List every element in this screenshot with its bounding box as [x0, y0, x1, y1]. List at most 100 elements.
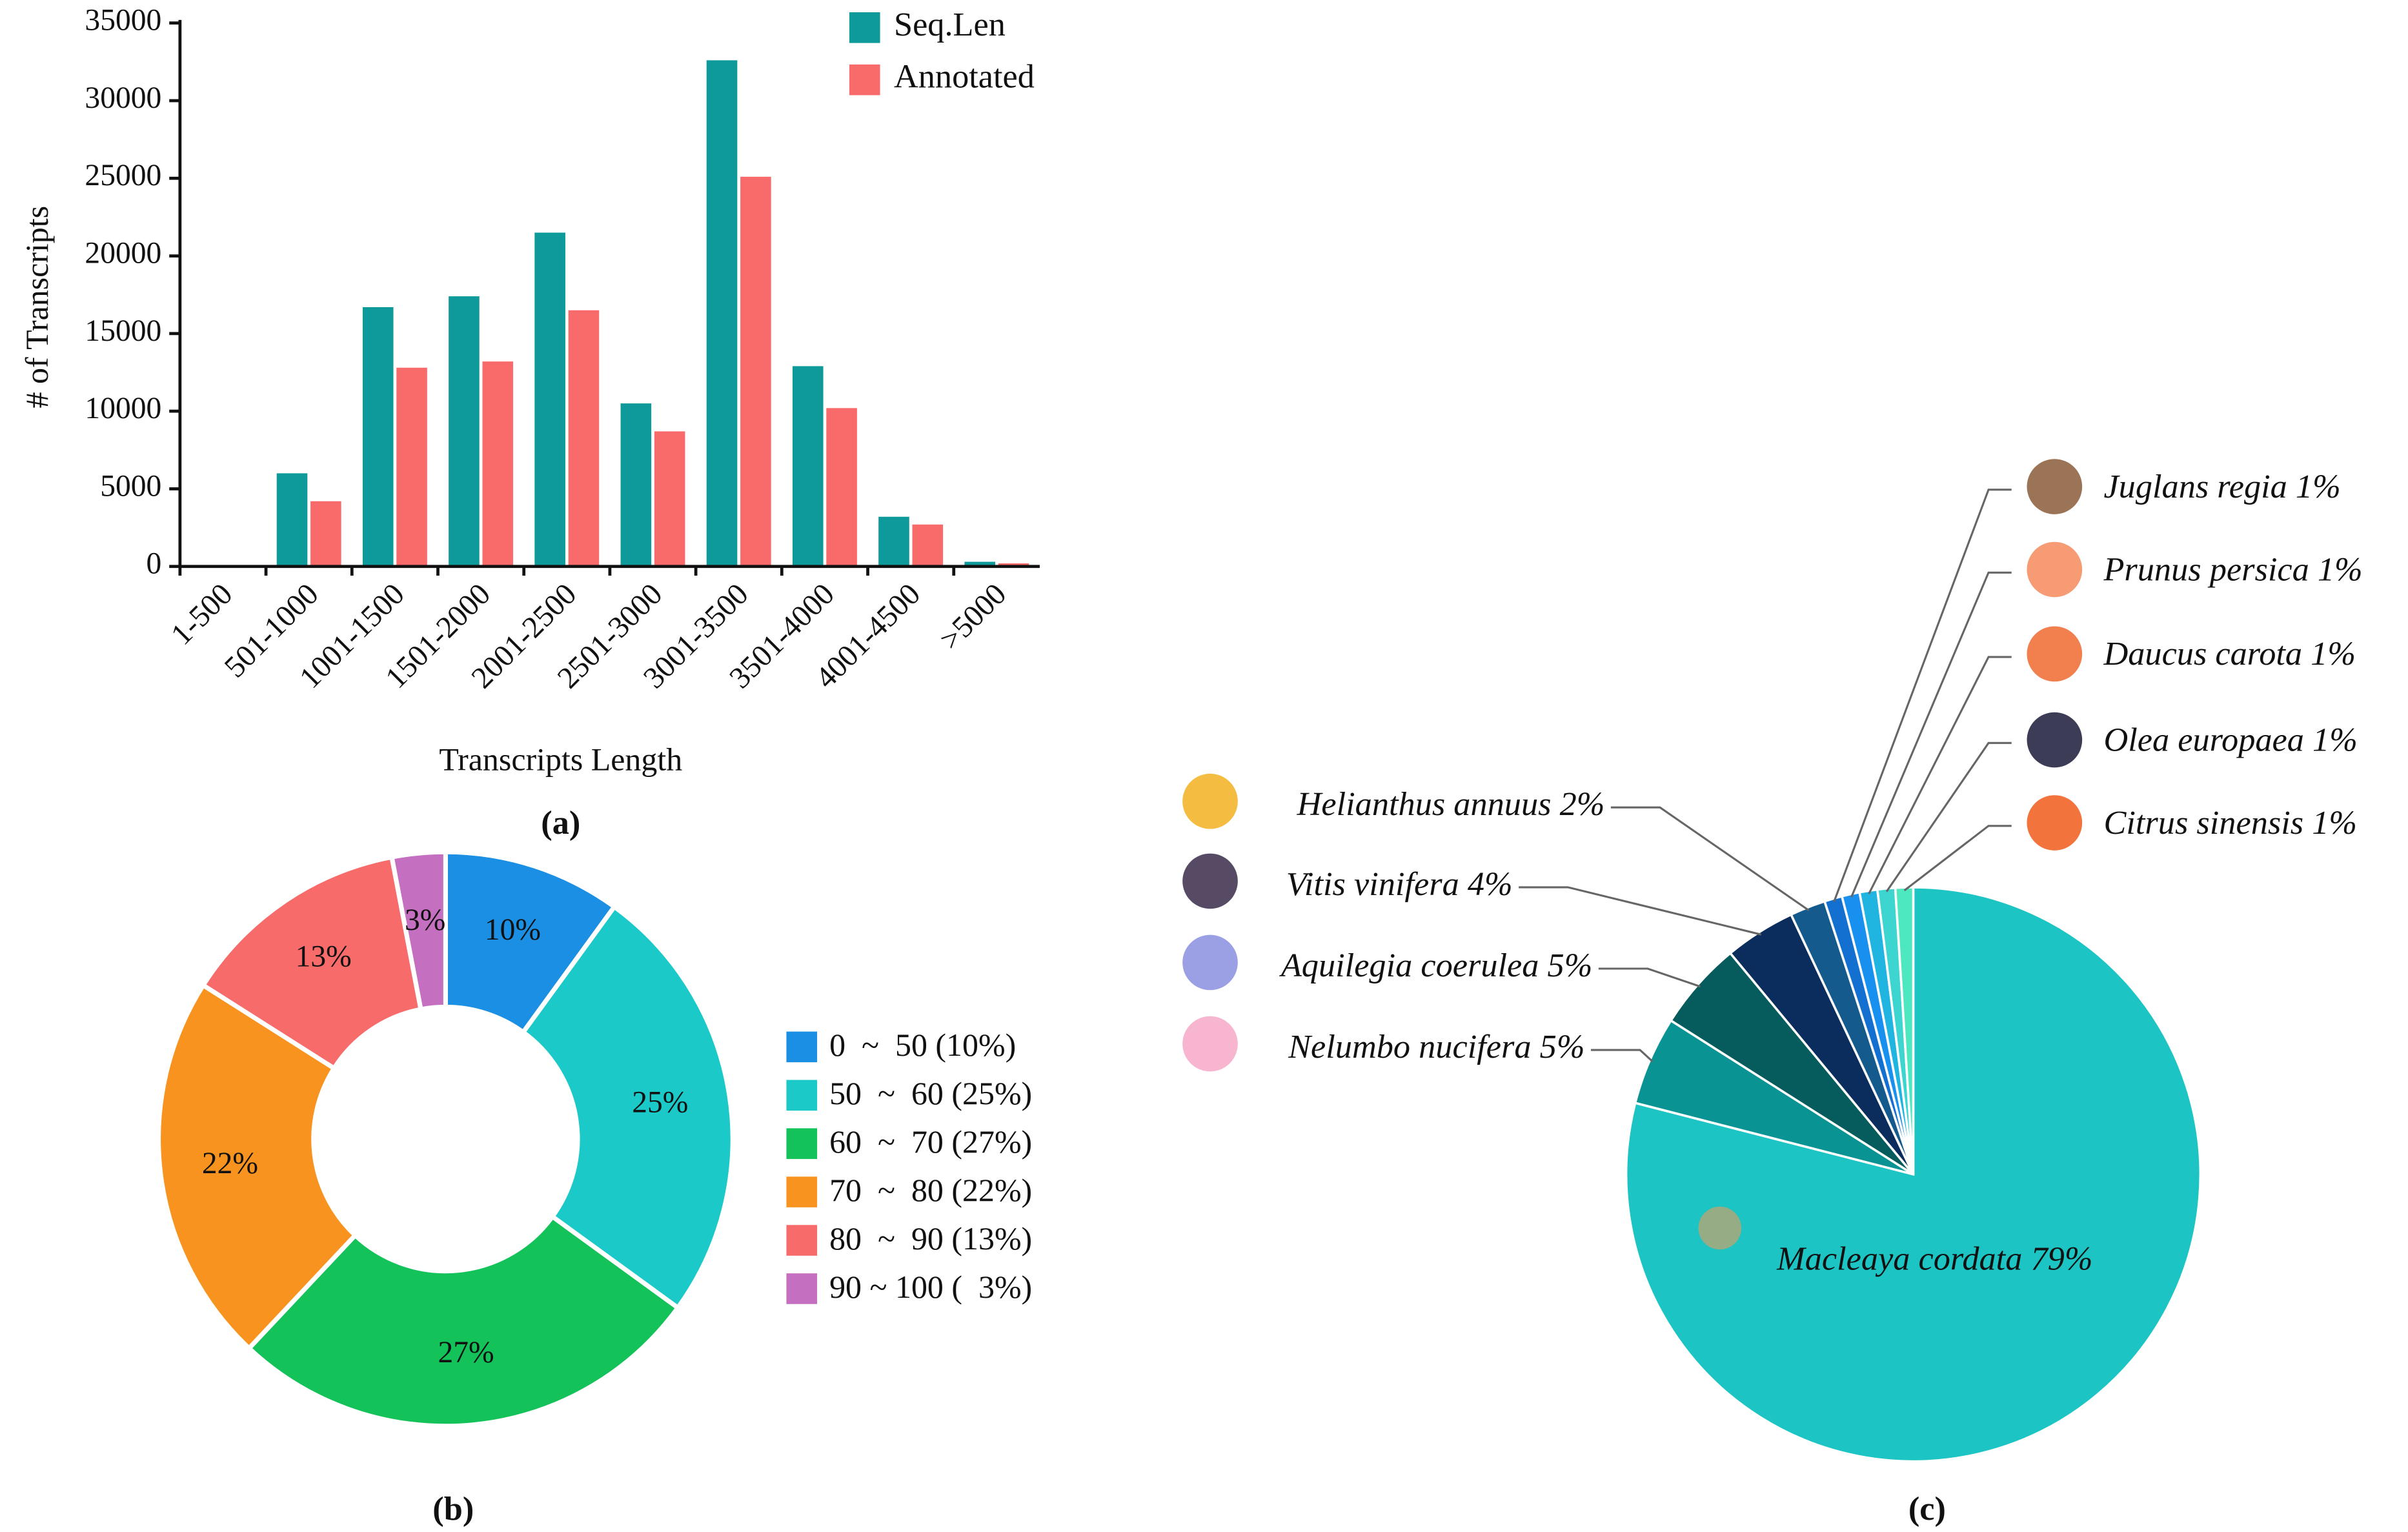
- species-icon: [1182, 934, 1238, 991]
- bar: [654, 431, 685, 567]
- slice-label: Olea europaea 1%: [2103, 721, 2357, 758]
- species-percent: 1%: [2311, 635, 2356, 672]
- bar: [449, 296, 480, 567]
- bar: [826, 408, 857, 567]
- species-icon: [2027, 795, 2083, 851]
- slice-label: Nelumbo nucifera 5%: [1288, 1028, 1584, 1065]
- bar: [878, 516, 909, 567]
- legend-label: 0 ~ 50 (10%): [829, 1027, 1016, 1063]
- species-name: Helianthus annuus: [1297, 785, 1552, 823]
- panel-label: (b): [432, 1490, 474, 1527]
- species-name: Juglans regia: [2103, 468, 2287, 505]
- slice-label: Helianthus annuus 2%: [1297, 785, 1605, 823]
- legend-swatch: [786, 1176, 818, 1207]
- bar: [792, 366, 824, 567]
- leader-line: [1610, 806, 1810, 911]
- bar: [276, 473, 308, 567]
- bar: [740, 176, 771, 567]
- species-name: Citrus sinensis: [2103, 804, 2303, 842]
- legend-swatch: [786, 1080, 818, 1111]
- legend-swatch: [849, 64, 880, 96]
- panel-label: (c): [1908, 1490, 1946, 1527]
- species-icon: [1698, 1206, 1742, 1250]
- legend-swatch: [786, 1031, 818, 1063]
- species-icon: [2027, 712, 2083, 768]
- species-name: Aquilegia coerulea: [1279, 947, 1539, 984]
- legend-label: 60 ~ 70 (27%): [829, 1124, 1032, 1160]
- slice-label: Vitis vinifera 4%: [1286, 865, 1513, 903]
- bar: [912, 524, 944, 567]
- slice-label: Prunus persica 1%: [2103, 550, 2362, 588]
- legend-swatch: [786, 1225, 818, 1256]
- slice-label: 27%: [438, 1336, 494, 1369]
- species-percent: 1%: [2318, 550, 2363, 588]
- species-percent: 79%: [2030, 1240, 2092, 1277]
- slice-label: Juglans regia 1%: [2103, 468, 2340, 505]
- donut-slice: [199, 854, 424, 1072]
- y-tick-label: 30000: [85, 81, 161, 115]
- slice-label: Aquilegia coerulea 5%: [1279, 947, 1592, 984]
- species-icon: [1182, 1016, 1238, 1072]
- species-name: Daucus carota: [2103, 635, 2302, 672]
- bar: [568, 310, 600, 567]
- leader-line: [1885, 741, 2012, 892]
- legend-label: 70 ~ 80 (22%): [829, 1172, 1032, 1208]
- leader-line: [1903, 825, 2012, 892]
- x-axis-label: Transcripts Length: [439, 741, 682, 778]
- species-percent: 2%: [1560, 785, 1605, 823]
- legend-swatch: [786, 1128, 818, 1159]
- bar: [310, 501, 341, 567]
- donut-slice: [156, 982, 359, 1352]
- slice-label: 3%: [405, 903, 445, 937]
- species-name: Nelumbo nucifera: [1288, 1028, 1531, 1065]
- bar: [534, 232, 565, 567]
- species-icon: [2027, 541, 2083, 598]
- species-icon: [2027, 459, 2083, 514]
- species-percent: 1%: [2312, 804, 2357, 842]
- legend-label: Annotated: [894, 58, 1035, 96]
- species-icon: [1182, 853, 1238, 909]
- bar: [998, 563, 1029, 567]
- y-tick-label: 5000: [100, 469, 161, 503]
- species-percent: 5%: [1548, 947, 1593, 984]
- legend-swatch: [786, 1273, 818, 1304]
- species-percent: 4%: [1468, 865, 1513, 903]
- bar: [620, 403, 652, 567]
- legend-label: 50 ~ 60 (25%): [829, 1075, 1032, 1111]
- y-tick-label: 35000: [85, 4, 161, 37]
- donut-slice: [245, 1213, 682, 1429]
- donut-slice: [389, 849, 448, 1013]
- donut-slice: [520, 903, 735, 1311]
- legend-swatch: [849, 12, 880, 43]
- bar: [396, 367, 427, 567]
- slice-label: Macleaya cordata 79%: [1776, 1240, 2092, 1277]
- bar: [362, 307, 394, 567]
- species-percent: 1%: [2296, 468, 2341, 505]
- bar: [706, 60, 738, 567]
- leader-line: [1868, 656, 2012, 894]
- y-tick-label: 20000: [85, 236, 161, 270]
- species-name: Macleaya cordata: [1776, 1240, 2022, 1277]
- y-axis-label: # of Transcripts: [19, 206, 55, 408]
- y-tick-label: 15000: [85, 314, 161, 348]
- species-name: Vitis vinifera: [1286, 865, 1459, 903]
- leader-line: [1598, 967, 1701, 988]
- leader-line: [1519, 886, 1762, 936]
- legend-label: 80 ~ 90 (13%): [829, 1220, 1032, 1256]
- pie-slice: [1894, 886, 1915, 1174]
- species-percent: 1%: [2312, 721, 2358, 758]
- bar: [964, 561, 995, 567]
- slice-label: Daucus carota 1%: [2103, 635, 2356, 672]
- slice-label: 10%: [485, 913, 541, 947]
- leader-line: [1833, 489, 2012, 902]
- legend-label: 90 ~ 100 ( 3%): [829, 1269, 1032, 1305]
- y-tick-label: 25000: [85, 159, 161, 192]
- panel-label: (a): [541, 804, 580, 842]
- bar: [482, 361, 514, 567]
- species-percent: 5%: [1540, 1028, 1585, 1065]
- species-icon: [2027, 626, 2083, 682]
- leader-line: [1590, 1049, 1654, 1063]
- slice-label: 13%: [296, 940, 352, 974]
- legend-label: Seq.Len: [894, 6, 1006, 43]
